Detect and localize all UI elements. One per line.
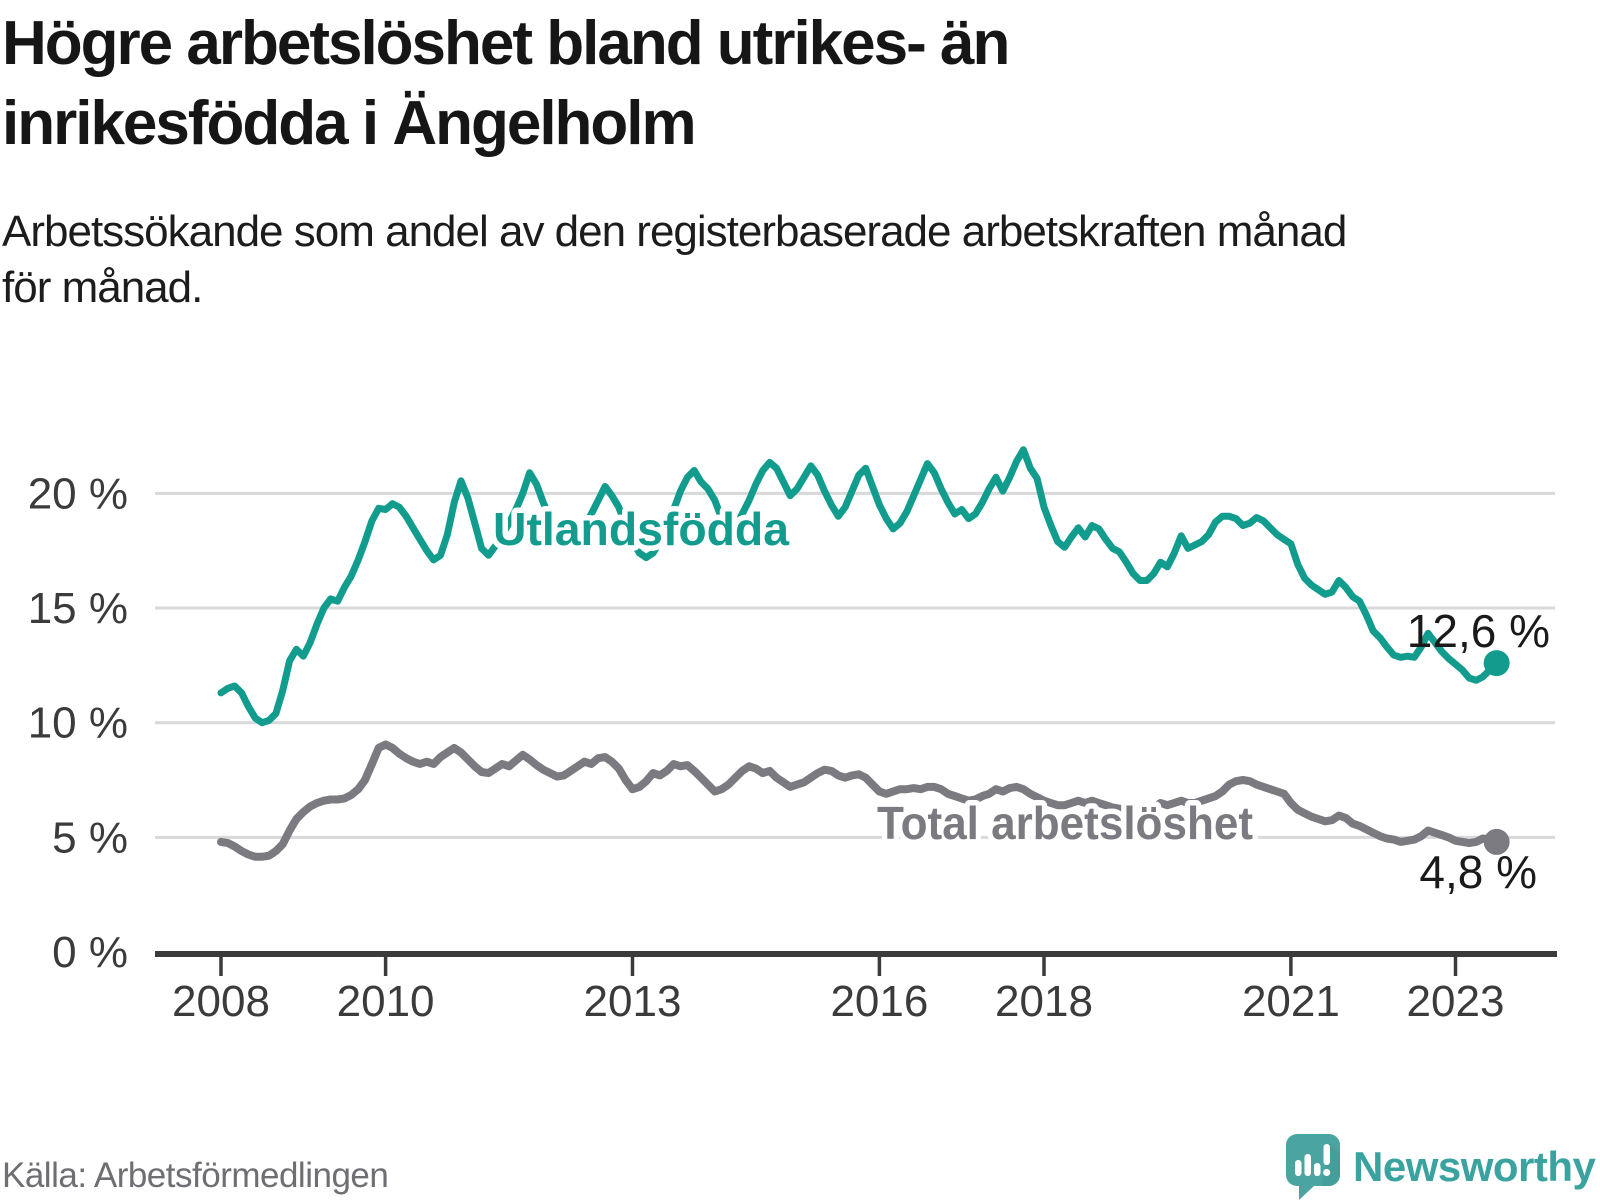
newsworthy-logo-text: Newsworthy (1353, 1143, 1596, 1190)
newsworthy-logo: Newsworthy (1286, 1134, 1596, 1200)
x-axis-label-2018: 2018 (995, 977, 1093, 1026)
source-note: Källa: Arbetsförmedlingen (2, 1156, 389, 1195)
x-axis-label-2010: 2010 (337, 977, 435, 1026)
newsworthy-logo-icon (1286, 1134, 1340, 1200)
chart-subtitle-line-1: Arbetssökande som andel av den registerb… (2, 207, 1347, 256)
page-title-line-1: Högre arbetslöshet bland utrikes- än (2, 9, 1010, 78)
x-axis-label-2008: 2008 (172, 977, 270, 1026)
end-dot-total (1483, 828, 1510, 855)
y-axis-label-0: 0 % (52, 928, 128, 977)
end-dot-utlandsfodda (1483, 650, 1510, 677)
x-axis-label-2016: 2016 (830, 977, 928, 1026)
page-title-line-2: inrikesfödda i Ängelholm (2, 88, 697, 158)
end-label-total: 4,8 % (1419, 846, 1537, 898)
x-axis-label-2021: 2021 (1242, 977, 1340, 1026)
chart-subtitle-line-2: för månad. (2, 263, 203, 313)
chart-subtitle: Arbetssökande som andel av den registerb… (2, 204, 1582, 317)
x-axis-label-2013: 2013 (584, 977, 682, 1026)
x-axis-label-2023: 2023 (1407, 977, 1505, 1026)
y-axis-label-10: 10 % (28, 699, 128, 748)
page-title: Högre arbetslöshet bland utrikes- än inr… (2, 4, 1562, 164)
series-label-utlandsfodda: Utlandsfödda (493, 503, 789, 555)
y-axis-label-20: 20 % (28, 469, 128, 518)
y-axis-label-15: 15 % (28, 584, 128, 633)
end-label-utlandsfodda: 12,6 % (1407, 605, 1550, 657)
y-axis-label-5: 5 % (52, 813, 128, 862)
series-line-utlandsfodda (217, 446, 1501, 727)
series-label-total: Total arbetslöshet (877, 797, 1253, 849)
series-line-total (217, 740, 1501, 861)
